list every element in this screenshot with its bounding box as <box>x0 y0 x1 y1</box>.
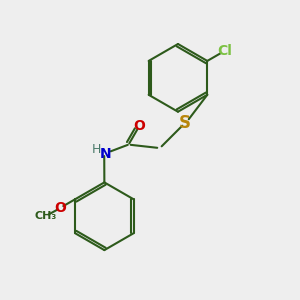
Text: Cl: Cl <box>218 44 232 58</box>
Text: O: O <box>54 201 66 215</box>
Text: S: S <box>179 114 191 132</box>
Text: N: N <box>100 147 112 161</box>
Text: CH₃: CH₃ <box>34 211 57 221</box>
Text: O: O <box>134 118 146 133</box>
Text: H: H <box>92 143 102 156</box>
